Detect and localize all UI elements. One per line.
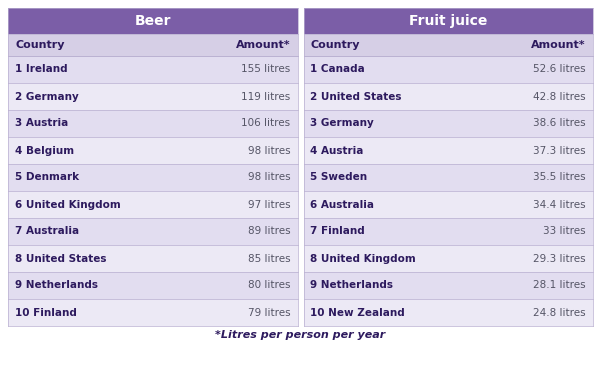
- Text: 1 Ireland: 1 Ireland: [15, 64, 68, 75]
- Text: Beer: Beer: [135, 14, 171, 28]
- Text: 79 litres: 79 litres: [248, 308, 290, 318]
- Text: 34.4 litres: 34.4 litres: [533, 200, 586, 210]
- Text: 97 litres: 97 litres: [248, 200, 290, 210]
- Text: 24.8 litres: 24.8 litres: [533, 308, 586, 318]
- Bar: [8, 8, 297, 34]
- Bar: [304, 83, 593, 110]
- Text: 42.8 litres: 42.8 litres: [533, 92, 586, 102]
- Text: 80 litres: 80 litres: [248, 280, 290, 291]
- Bar: [8, 137, 297, 164]
- Text: 1 Canada: 1 Canada: [311, 64, 365, 75]
- Bar: [8, 110, 297, 137]
- Text: 3 Austria: 3 Austria: [15, 118, 69, 129]
- Text: 7 Finland: 7 Finland: [311, 226, 365, 237]
- Text: 7 Australia: 7 Australia: [15, 226, 79, 237]
- Bar: [8, 245, 297, 272]
- Bar: [304, 110, 593, 137]
- Text: Country: Country: [15, 40, 64, 50]
- Text: 35.5 litres: 35.5 litres: [533, 172, 586, 183]
- Text: 5 Denmark: 5 Denmark: [15, 172, 79, 183]
- Text: 5 Sweden: 5 Sweden: [311, 172, 368, 183]
- Bar: [304, 245, 593, 272]
- Text: 98 litres: 98 litres: [248, 172, 290, 183]
- Bar: [304, 272, 593, 299]
- Bar: [304, 299, 593, 326]
- Text: 6 Australia: 6 Australia: [311, 200, 374, 210]
- Bar: [304, 137, 593, 164]
- Text: 8 United States: 8 United States: [15, 254, 106, 264]
- Text: 106 litres: 106 litres: [242, 118, 290, 129]
- Text: Country: Country: [311, 40, 360, 50]
- Text: 89 litres: 89 litres: [248, 226, 290, 237]
- Bar: [304, 34, 593, 56]
- Bar: [8, 34, 297, 56]
- Text: 4 Belgium: 4 Belgium: [15, 146, 74, 156]
- Bar: [304, 56, 593, 83]
- Text: Amount*: Amount*: [236, 40, 290, 50]
- Text: 3 Germany: 3 Germany: [311, 118, 374, 129]
- Text: Fruit juice: Fruit juice: [409, 14, 487, 28]
- Bar: [304, 164, 593, 191]
- Text: 85 litres: 85 litres: [248, 254, 290, 264]
- Text: 6 United Kingdom: 6 United Kingdom: [15, 200, 121, 210]
- Text: 9 Netherlands: 9 Netherlands: [15, 280, 98, 291]
- Text: 8 United Kingdom: 8 United Kingdom: [311, 254, 416, 264]
- Text: 28.1 litres: 28.1 litres: [533, 280, 586, 291]
- Text: 10 Finland: 10 Finland: [15, 308, 77, 318]
- Text: 10 New Zealand: 10 New Zealand: [311, 308, 405, 318]
- Text: 29.3 litres: 29.3 litres: [533, 254, 586, 264]
- Bar: [8, 56, 297, 83]
- Text: Amount*: Amount*: [531, 40, 586, 50]
- Text: 9 Netherlands: 9 Netherlands: [311, 280, 394, 291]
- Bar: [8, 299, 297, 326]
- Bar: [8, 83, 297, 110]
- Text: 33 litres: 33 litres: [543, 226, 586, 237]
- Bar: [304, 8, 593, 34]
- Text: *Litres per person per year: *Litres per person per year: [215, 330, 386, 340]
- Bar: [304, 191, 593, 218]
- Text: 155 litres: 155 litres: [241, 64, 290, 75]
- Text: 2 Germany: 2 Germany: [15, 92, 79, 102]
- Bar: [8, 218, 297, 245]
- Text: 2 United States: 2 United States: [311, 92, 402, 102]
- Bar: [8, 164, 297, 191]
- Bar: [8, 272, 297, 299]
- Text: 38.6 litres: 38.6 litres: [533, 118, 586, 129]
- Text: 119 litres: 119 litres: [241, 92, 290, 102]
- Text: 4 Austria: 4 Austria: [311, 146, 364, 156]
- Bar: [8, 191, 297, 218]
- Text: 98 litres: 98 litres: [248, 146, 290, 156]
- Bar: [304, 218, 593, 245]
- Text: 37.3 litres: 37.3 litres: [533, 146, 586, 156]
- Text: 52.6 litres: 52.6 litres: [533, 64, 586, 75]
